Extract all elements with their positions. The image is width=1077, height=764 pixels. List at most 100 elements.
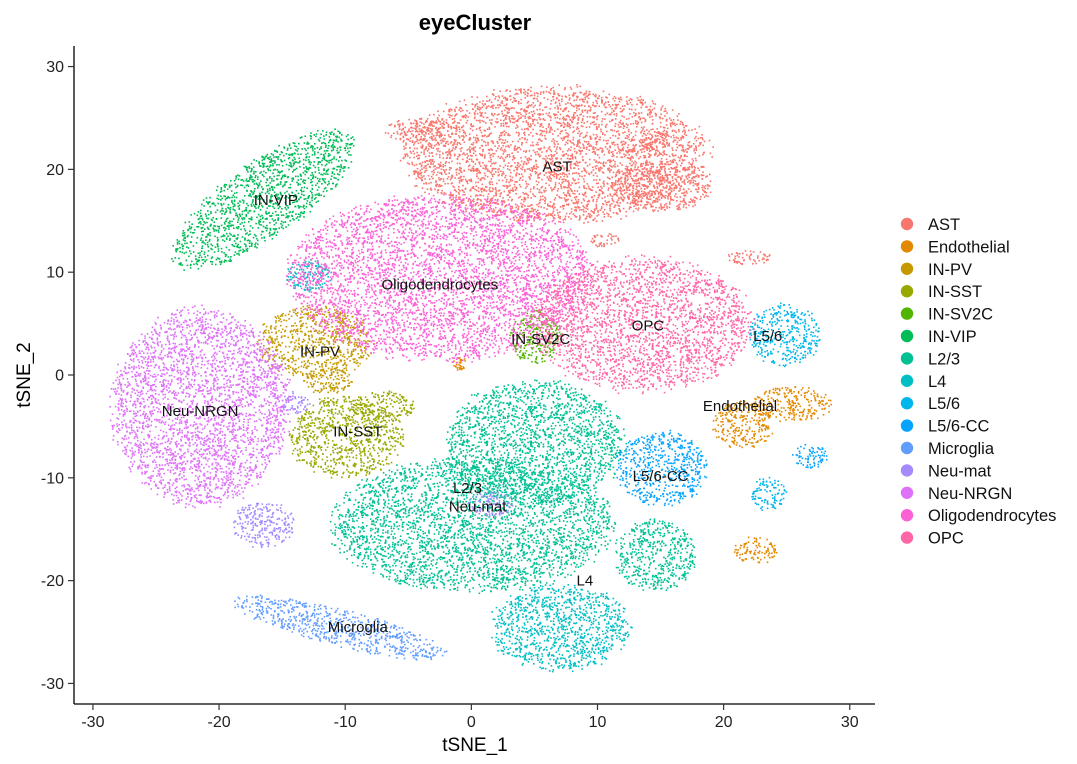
- data-point: [598, 95, 600, 97]
- data-point: [749, 552, 752, 554]
- data-point: [416, 121, 418, 124]
- data-point: [638, 139, 641, 142]
- data-point: [587, 221, 589, 223]
- data-point: [472, 148, 475, 150]
- data-point: [771, 546, 774, 548]
- data-point: [623, 140, 625, 143]
- data-point: [712, 420, 715, 422]
- data-point: [676, 115, 679, 117]
- data-point: [598, 138, 600, 141]
- data-point: [599, 166, 602, 169]
- data-point: [568, 94, 571, 97]
- data-point: [456, 122, 459, 124]
- data-point: [787, 387, 789, 389]
- data-point: [530, 158, 532, 161]
- data-point: [455, 171, 458, 174]
- data-point: [738, 261, 741, 263]
- data-point: [527, 183, 530, 186]
- data-point: [557, 168, 560, 170]
- data-point: [547, 204, 549, 207]
- data-point: [786, 401, 789, 403]
- data-point: [777, 393, 779, 396]
- data-point: [758, 550, 761, 552]
- data-point: [751, 409, 754, 412]
- data-point: [682, 192, 685, 194]
- data-point: [444, 183, 447, 185]
- data-point: [550, 103, 552, 105]
- data-point: [764, 546, 766, 548]
- data-point: [501, 141, 503, 144]
- data-point: [691, 165, 693, 167]
- data-point: [509, 95, 512, 97]
- data-point: [557, 135, 559, 137]
- data-point: [447, 176, 450, 178]
- data-point: [425, 140, 427, 143]
- data-point: [432, 173, 434, 176]
- data-point: [592, 112, 595, 114]
- data-point: [565, 96, 568, 98]
- data-point: [465, 104, 467, 106]
- data-point: [675, 136, 678, 139]
- data-point: [692, 176, 695, 178]
- data-point: [741, 403, 743, 405]
- data-point: [448, 161, 450, 164]
- data-point: [435, 134, 438, 137]
- data-point: [826, 402, 828, 405]
- data-point: [702, 174, 705, 177]
- data-point: [666, 205, 668, 208]
- data-point: [567, 139, 569, 142]
- data-point: [660, 196, 663, 199]
- data-point: [589, 93, 591, 96]
- data-point: [545, 90, 548, 93]
- data-point: [581, 156, 584, 158]
- data-point: [728, 259, 731, 262]
- data-point: [449, 178, 452, 181]
- data-point: [675, 170, 677, 172]
- data-point: [567, 189, 570, 192]
- data-point: [518, 183, 521, 186]
- data-point: [305, 352, 307, 355]
- data-point: [423, 126, 426, 128]
- data-point: [676, 170, 679, 172]
- data-point: [632, 185, 634, 187]
- data-point: [650, 204, 653, 206]
- data-point: [424, 127, 426, 129]
- data-point: [797, 392, 800, 394]
- data-point: [354, 339, 357, 341]
- data-point: [528, 117, 530, 120]
- data-point: [489, 198, 492, 201]
- data-point: [396, 132, 399, 135]
- data-point: [617, 97, 620, 100]
- data-point: [602, 192, 605, 194]
- data-point: [523, 91, 525, 94]
- data-point: [512, 190, 514, 192]
- data-point: [490, 165, 492, 167]
- data-point: [492, 162, 495, 164]
- data-point: [791, 400, 794, 402]
- data-point: [590, 214, 593, 217]
- data-point: [581, 170, 583, 173]
- data-point: [550, 153, 552, 156]
- data-point: [490, 153, 492, 156]
- data-point: [448, 172, 450, 174]
- data-point: [617, 204, 619, 207]
- data-point: [436, 167, 438, 169]
- data-point: [626, 118, 628, 120]
- data-point: [557, 111, 559, 113]
- data-point: [278, 357, 281, 359]
- data-point: [483, 120, 485, 123]
- data-point: [522, 163, 525, 166]
- data-point: [660, 162, 663, 165]
- data-point: [547, 213, 550, 215]
- data-point: [649, 172, 652, 174]
- data-point: [499, 214, 501, 217]
- data-point: [645, 138, 648, 140]
- data-point: [683, 195, 686, 197]
- data-point: [523, 161, 526, 163]
- data-point: [533, 186, 535, 188]
- data-point: [668, 181, 670, 183]
- data-point: [513, 99, 516, 102]
- data-point: [524, 90, 527, 93]
- data-point: [522, 209, 525, 212]
- data-point: [687, 141, 690, 144]
